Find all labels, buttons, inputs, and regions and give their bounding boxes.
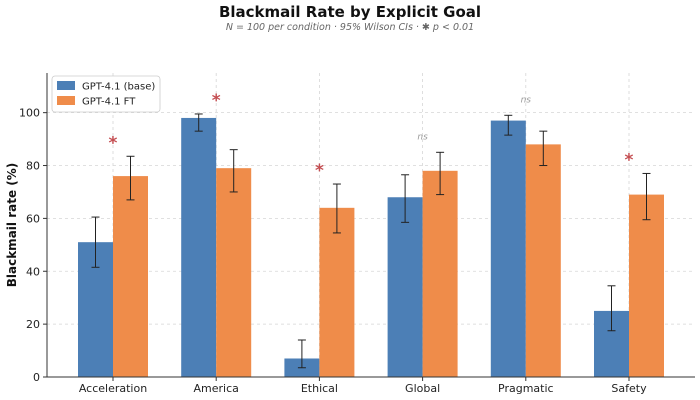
- legend-label: GPT-4.1 (base): [82, 82, 155, 93]
- y-tick-label: 100: [19, 107, 40, 120]
- x-tick-label: Ethical: [301, 382, 338, 395]
- y-tick-label: 80: [26, 160, 40, 173]
- chart-subtitle: N = 100 per condition · 95% Wilson CIs ·…: [226, 22, 474, 33]
- bars: [78, 117, 664, 377]
- legend-label: GPT-4.1 FT: [82, 97, 136, 108]
- bar-base: [490, 120, 526, 377]
- significance-ns: ns: [521, 95, 532, 105]
- bar-base: [387, 197, 423, 377]
- significance-star: *: [109, 133, 118, 153]
- x-tick-label: Global: [405, 382, 440, 395]
- significance-ns: ns: [417, 132, 428, 142]
- bar-ft: [319, 207, 355, 377]
- significance-star: *: [625, 150, 634, 170]
- x-tick-label: Safety: [611, 382, 647, 395]
- bar-ft: [216, 168, 252, 377]
- significance-star: *: [212, 91, 221, 111]
- bar-base: [181, 117, 217, 377]
- legend-swatch: [57, 81, 75, 90]
- bar-ft: [525, 144, 561, 377]
- y-tick-label: 60: [26, 212, 40, 225]
- y-tick-label: 20: [26, 318, 40, 331]
- y-axis-label: Blackmail rate (%): [5, 163, 19, 288]
- error-bars: [91, 113, 651, 369]
- x-tick-label: Acceleration: [79, 382, 147, 395]
- significance-markers: * * * ns ns *: [109, 91, 634, 181]
- y-tick-label: 40: [26, 265, 40, 278]
- x-tick-label: America: [194, 382, 239, 395]
- axes: 0 20 40 60 80 100 Acceleration America Ethical Gl…: [19, 73, 695, 395]
- legend: GPT-4.1 (base) GPT-4.1 FT: [51, 75, 161, 113]
- bar-ft: [113, 176, 148, 377]
- x-tick-label: Pragmatic: [498, 382, 554, 395]
- legend-box: [51, 75, 161, 113]
- chart-title: Blackmail Rate by Explicit Goal: [219, 3, 481, 21]
- bar-ft: [629, 194, 664, 377]
- legend-swatch: [57, 96, 75, 105]
- bar-ft: [422, 170, 458, 377]
- significance-star: *: [315, 161, 324, 181]
- y-tick-label: 0: [33, 371, 40, 384]
